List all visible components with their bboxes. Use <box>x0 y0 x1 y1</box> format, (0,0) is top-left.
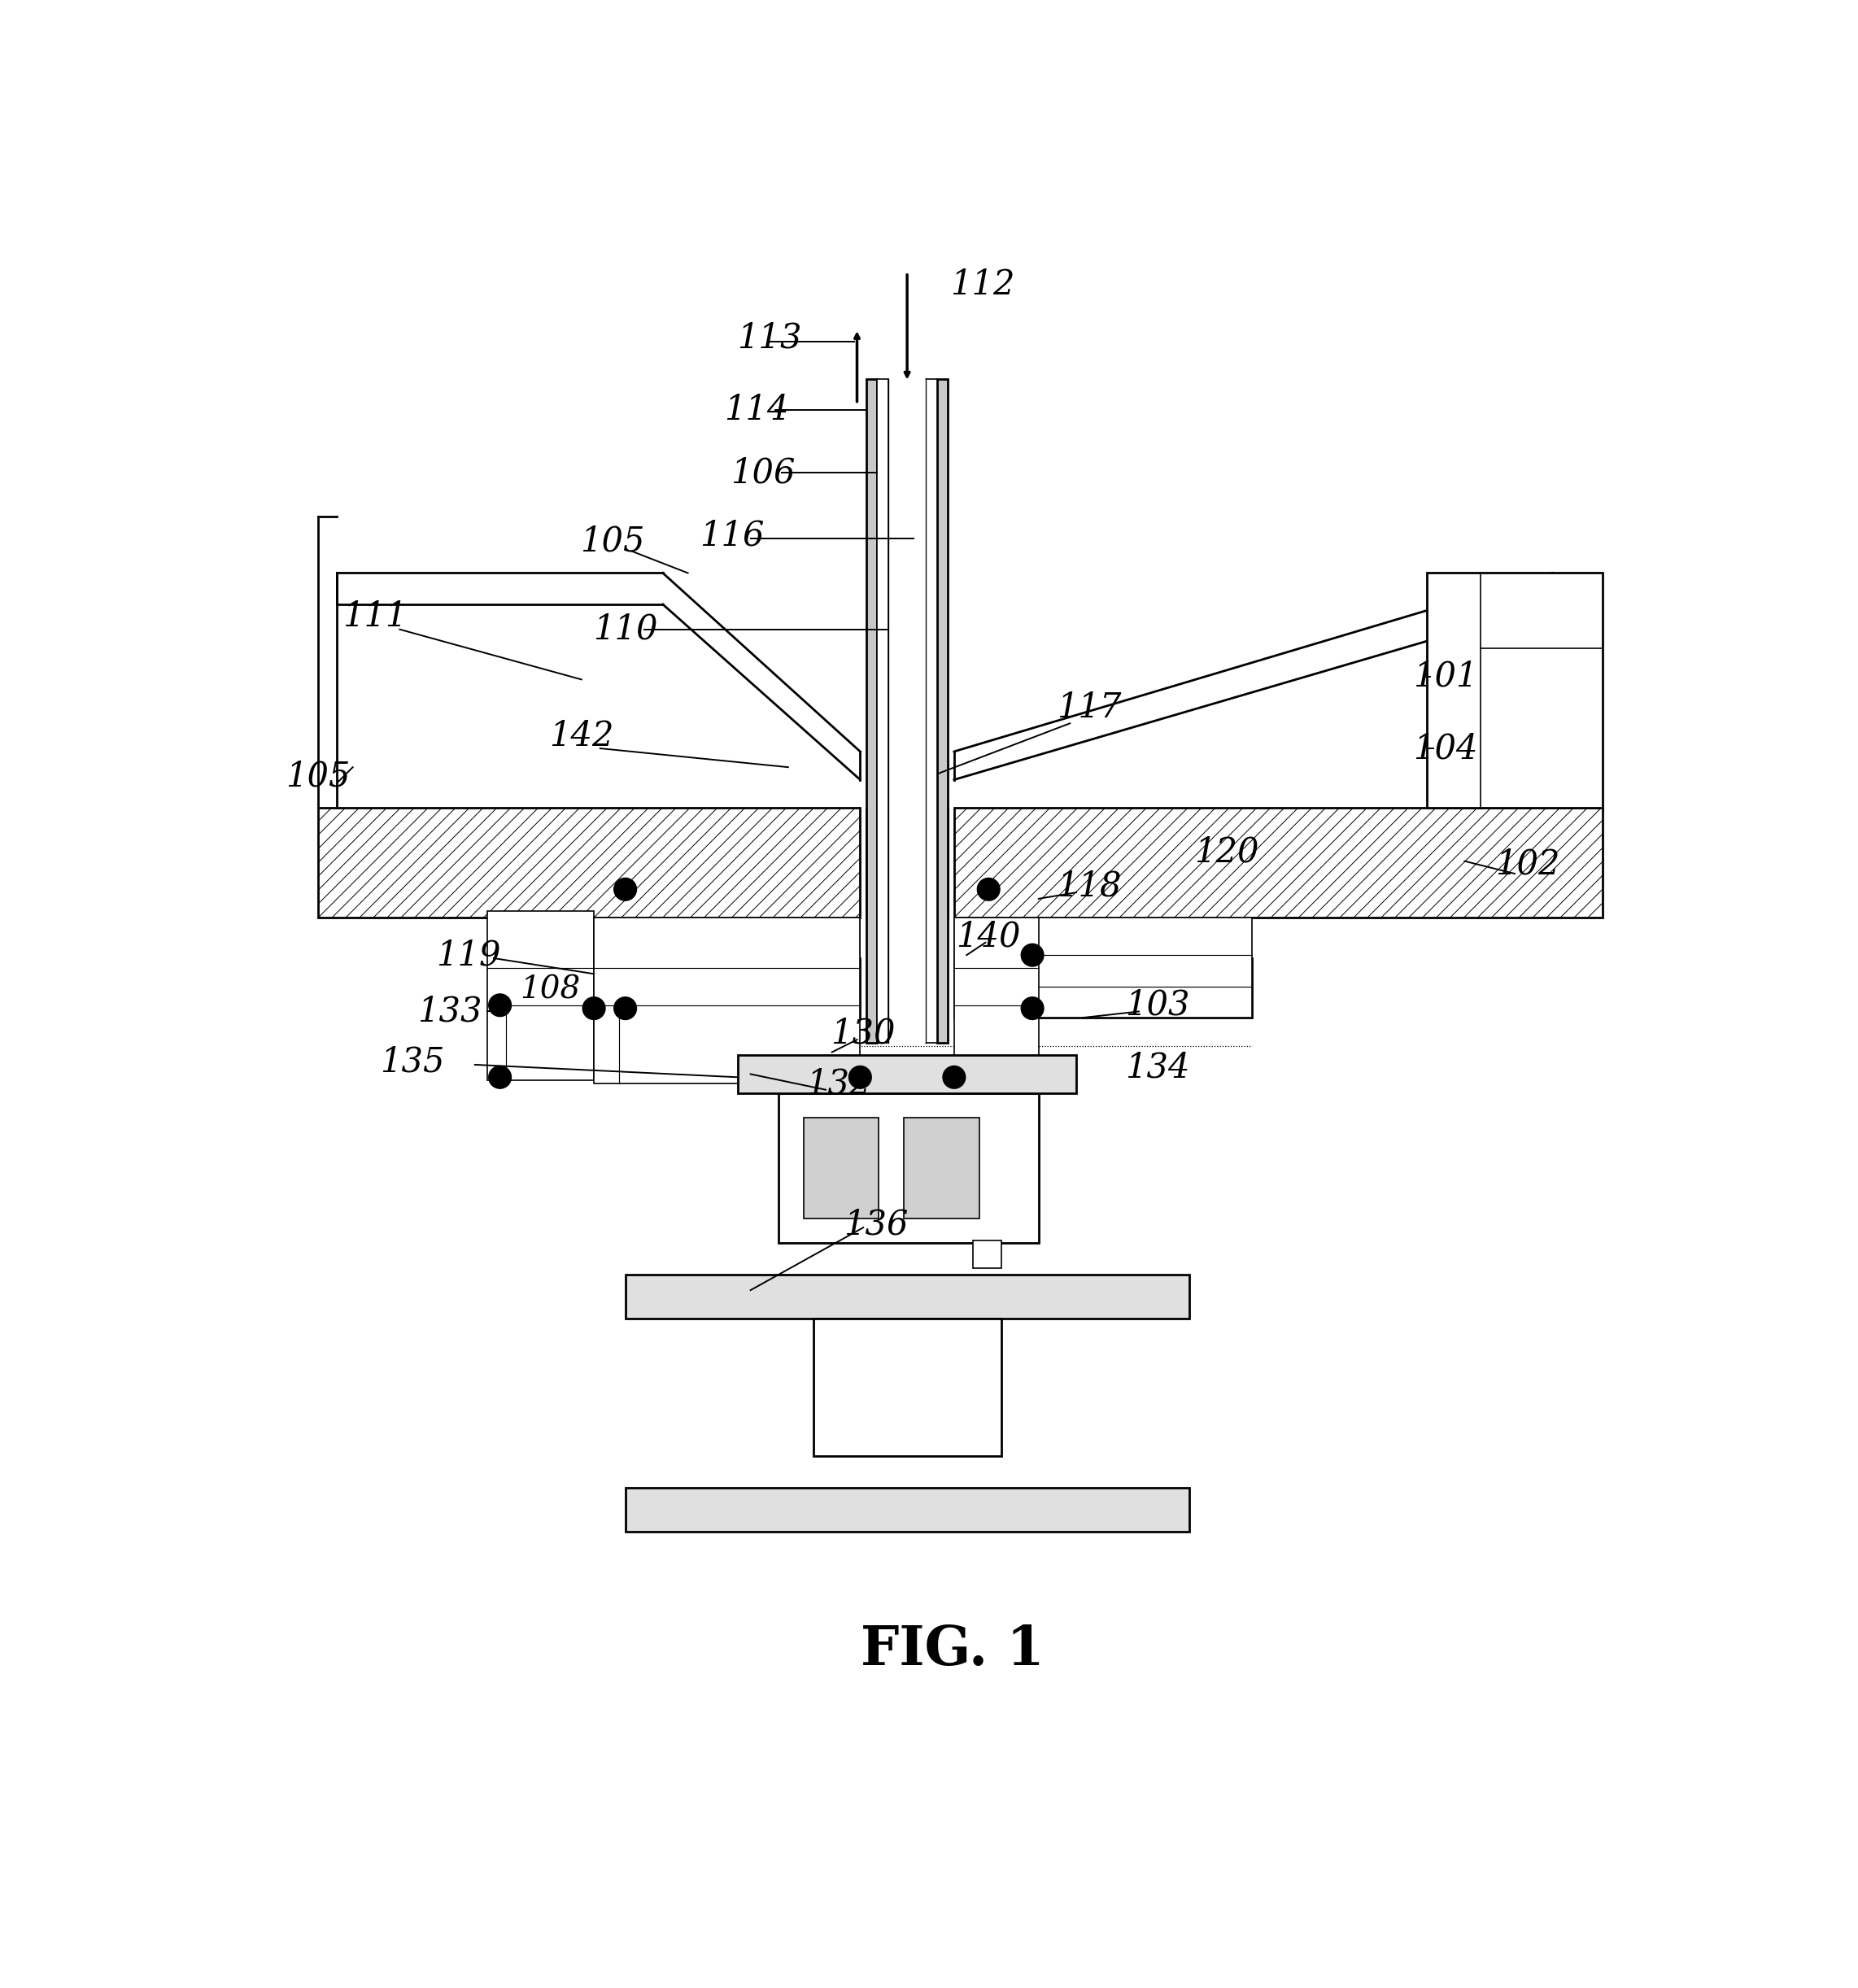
Bar <box>814 1318 1001 1455</box>
Text: 142: 142 <box>550 720 613 753</box>
Text: 133: 133 <box>418 994 483 1028</box>
Bar <box>779 1093 1039 1242</box>
Circle shape <box>977 879 1000 901</box>
Text: 104: 104 <box>1414 732 1479 765</box>
Bar <box>955 918 1252 1018</box>
Text: 114: 114 <box>725 394 790 427</box>
Text: 105: 105 <box>580 525 645 559</box>
Bar <box>905 1117 979 1219</box>
Text: 134: 134 <box>1126 1052 1189 1085</box>
Bar <box>1427 573 1602 807</box>
Text: 120: 120 <box>1195 835 1260 869</box>
Text: 111: 111 <box>342 600 407 634</box>
Text: 112: 112 <box>949 268 1014 302</box>
Text: 102: 102 <box>1496 847 1559 881</box>
Text: 103: 103 <box>1126 988 1189 1022</box>
Bar <box>318 807 860 918</box>
Text: 101: 101 <box>1414 660 1479 694</box>
Text: 106: 106 <box>730 455 795 489</box>
Bar <box>955 807 1602 918</box>
Bar <box>500 918 860 1018</box>
Text: FIG. 1: FIG. 1 <box>860 1624 1044 1676</box>
Text: 108: 108 <box>520 974 580 1004</box>
Text: 140: 140 <box>957 918 1020 954</box>
Text: 116: 116 <box>699 519 764 553</box>
Circle shape <box>1022 998 1044 1020</box>
Bar <box>738 1056 1076 1093</box>
Text: 119: 119 <box>437 938 502 972</box>
Text: 117: 117 <box>1057 690 1120 726</box>
Bar <box>974 1241 1001 1268</box>
Bar <box>626 1487 1189 1531</box>
Bar <box>955 958 1252 1018</box>
Text: 110: 110 <box>593 612 658 646</box>
Circle shape <box>849 1066 871 1089</box>
Circle shape <box>583 998 606 1020</box>
Bar <box>805 1117 879 1219</box>
Bar <box>888 380 925 1044</box>
Text: 105: 105 <box>286 759 351 793</box>
Bar <box>925 380 936 1044</box>
Bar <box>487 911 595 1079</box>
Text: 118: 118 <box>1057 869 1120 903</box>
Text: 135: 135 <box>379 1044 444 1079</box>
Circle shape <box>613 879 637 901</box>
Text: 113: 113 <box>738 322 801 356</box>
Text: 132: 132 <box>806 1066 871 1101</box>
Text: 136: 136 <box>844 1207 909 1241</box>
Circle shape <box>1022 944 1044 966</box>
Circle shape <box>613 998 637 1020</box>
Circle shape <box>489 1066 511 1089</box>
Bar <box>866 380 877 1044</box>
Text: 130: 130 <box>831 1016 896 1050</box>
Bar <box>500 958 860 1018</box>
Bar <box>877 380 888 1044</box>
Bar <box>595 918 860 1083</box>
Bar <box>626 1274 1189 1318</box>
Circle shape <box>489 994 511 1016</box>
Bar <box>955 918 1039 1083</box>
Bar <box>936 380 948 1044</box>
Circle shape <box>942 1066 966 1089</box>
